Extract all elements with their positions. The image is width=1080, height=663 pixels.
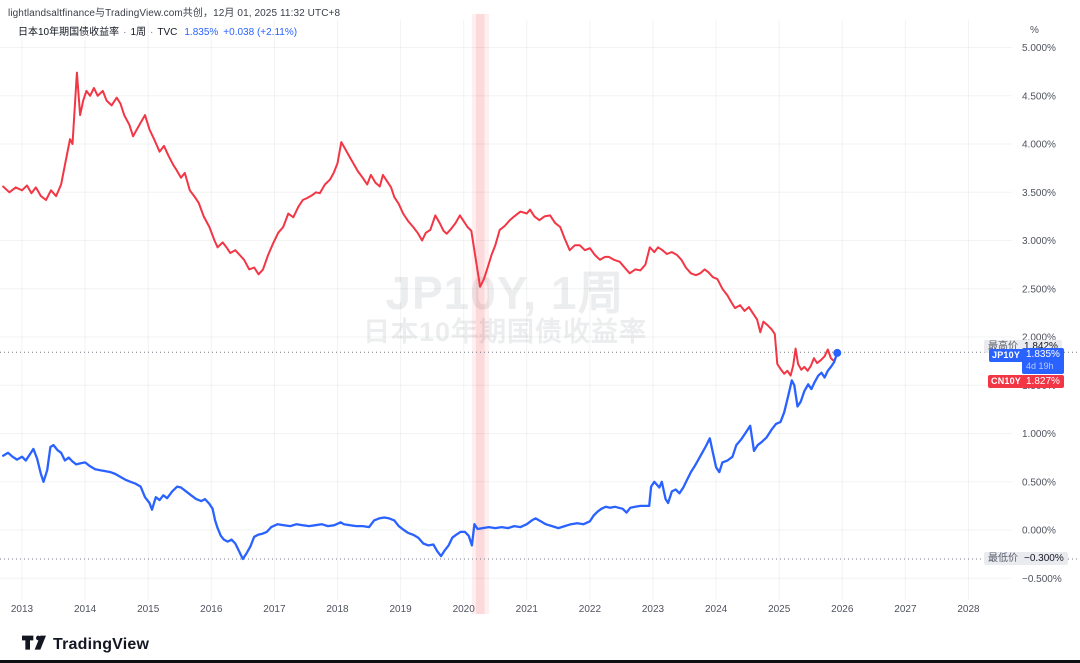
tradingview-brand-text: TradingView [53,636,150,653]
low-price-value: −0.300% [1024,553,1064,564]
price-axis-tick[interactable]: 4.000% [1022,140,1056,151]
cn10y-symbol-tag: CN10Y [988,375,1025,388]
time-axis-tick[interactable]: 2021 [516,604,539,615]
time-axis-tick[interactable]: 2026 [831,604,854,615]
jp10y-bar-countdown: 4d 19h [1026,361,1054,371]
tradingview-logo[interactable]: TradingView [22,635,149,655]
price-axis-tick[interactable]: 1.000% [1022,429,1056,440]
time-axis-tick[interactable]: 2023 [642,604,665,615]
time-axis-tick[interactable]: 2016 [200,604,223,615]
tradingview-logo-icon [22,635,46,650]
time-axis-tick[interactable]: 2024 [705,604,728,615]
jp10y-last-point-dot [833,348,842,357]
bottom-border-bar [0,660,1080,663]
symbol-title[interactable]: 日本10年期国债收益率 [18,27,120,38]
price-axis-tick[interactable]: 3.500% [1022,188,1056,199]
time-axis-tick[interactable]: 2018 [326,604,349,615]
last-value: 1.835% [184,27,219,38]
time-axis-tick[interactable]: 2017 [263,604,286,615]
price-axis-tick[interactable]: 2.000% [1022,333,1056,344]
attribution-text: lightlandsaltfinance与TradingView.com共创，1… [8,8,341,19]
jp10y-price-value: 1.835% [1026,349,1060,360]
price-axis-tick[interactable]: 0.000% [1022,526,1056,537]
high-price-value: 1.842% [1024,341,1058,352]
highlight-band-core [475,14,485,614]
price-axis-tick[interactable]: 5.000% [1022,43,1056,54]
time-axis-tick[interactable]: 2025 [768,604,791,615]
low-price-caption: 最低价 [988,553,1018,564]
cn10y-line [2,71,839,377]
time-axis-tick[interactable]: 2013 [11,604,34,615]
time-axis-tick[interactable]: 2028 [957,604,980,615]
price-axis-tick[interactable]: 3.000% [1022,236,1056,247]
time-axis-tick[interactable]: 2027 [894,604,917,615]
time-axis-tick[interactable]: 2022 [579,604,602,615]
legend-separator: · [150,27,154,38]
cn10y-price-value: 1.827% [1026,376,1060,387]
symbol-legend: 日本10年期国债收益率 · 1周 · TVC 1.835% +0.038 (+2.11%) [18,23,297,38]
legend-separator: · [123,27,127,38]
price-axis-tick[interactable]: 2.500% [1022,284,1056,295]
highlight-band [471,14,489,614]
interval-label[interactable]: 1周 [130,27,147,38]
jp10y-line [1,351,839,561]
exchange-label[interactable]: TVC [157,27,178,38]
jp10y-price-box: 1.835% 4d 19h [1022,348,1064,374]
price-axis-tick[interactable]: 0.500% [1022,477,1056,488]
change-value: +0.038 (+2.11%) [223,27,298,38]
time-axis-tick[interactable]: 2020 [453,604,476,615]
cn10y-price-box: 1.827% [1022,375,1064,388]
time-axis-tick[interactable]: 2019 [389,604,412,615]
low-price-label: 最低价 −0.300% [984,552,1068,565]
price-axis-tick[interactable]: 4.500% [1022,91,1056,102]
high-price-caption: 最高价 [988,341,1018,352]
time-axis-tick[interactable]: 2014 [74,604,97,615]
jp10y-symbol-tag: JP10Y [989,349,1024,362]
time-axis-tick[interactable]: 2015 [137,604,160,615]
price-axis-unit[interactable]: % [1030,25,1039,36]
price-axis-tick[interactable]: −0.500% [1022,574,1062,585]
